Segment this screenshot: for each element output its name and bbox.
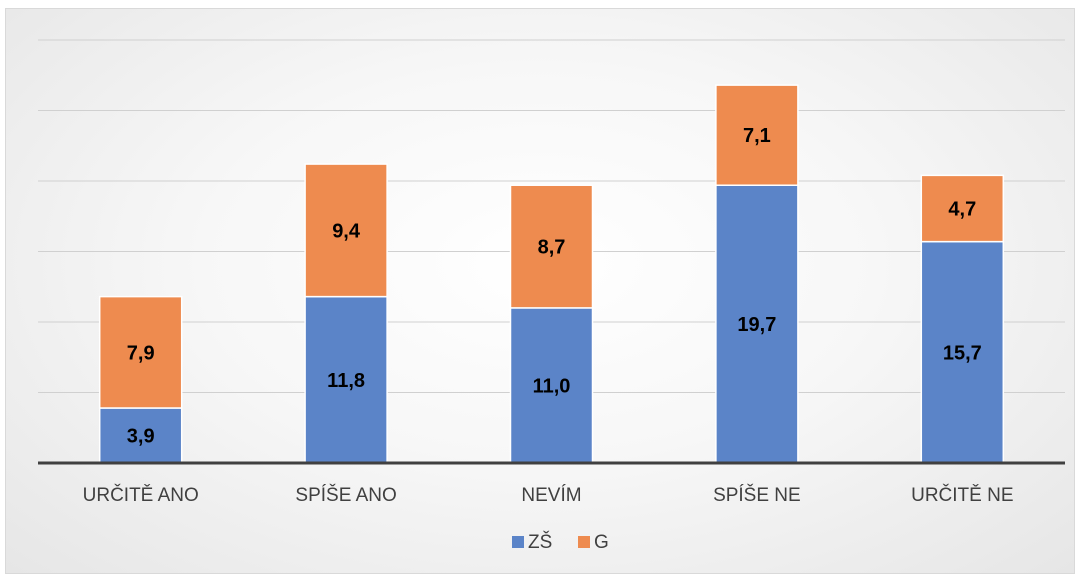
bar-zs-4 [920,240,1005,464]
bar-zs-2 [509,307,594,464]
data-label: 19,7 [737,314,776,336]
data-label: 7,1 [743,125,771,147]
legend-swatch [512,536,524,548]
x-tick-label: NEVÍM [521,485,581,506]
bar-zs-3 [715,184,799,464]
data-label: 7,9 [127,342,155,364]
bar-g-3 [715,84,799,186]
bar-g-4 [920,174,1005,243]
bars [98,84,1005,464]
data-label: 11,8 [327,370,365,392]
legend: ZŠ G [512,531,609,553]
x-tick-label: URČITĚ NE [911,484,1013,506]
legend-label: ZŠ [528,531,552,553]
data-label: 11,0 [533,375,571,397]
x-tick-labels: URČITĚ ANO SPÍŠE ANO NEVÍM SPÍŠE NE URČITĚ N… [83,484,1014,506]
gridlines [38,39,1065,393]
bar-g-1 [304,163,388,298]
bar-zs-0 [98,407,183,464]
x-tick-label: URČITĚ ANO [83,484,199,506]
data-label: 15,7 [943,342,982,364]
legend-swatch [578,536,590,548]
data-labels: 3,9 7,9 11,8 9,4 11,0 8,7 19,7 7,1 15,7 4,7 [127,125,982,447]
bar-g-2 [509,184,594,309]
x-tick-label: SPÍŠE NE [713,484,801,506]
data-label: 9,4 [332,220,361,242]
data-label: 8,7 [538,237,566,259]
legend-label: G [594,532,609,553]
x-tick-label: SPÍŠE ANO [295,484,396,506]
data-label: 3,9 [127,426,155,448]
data-label: 4,7 [948,198,976,220]
bar-g-0 [98,295,183,409]
